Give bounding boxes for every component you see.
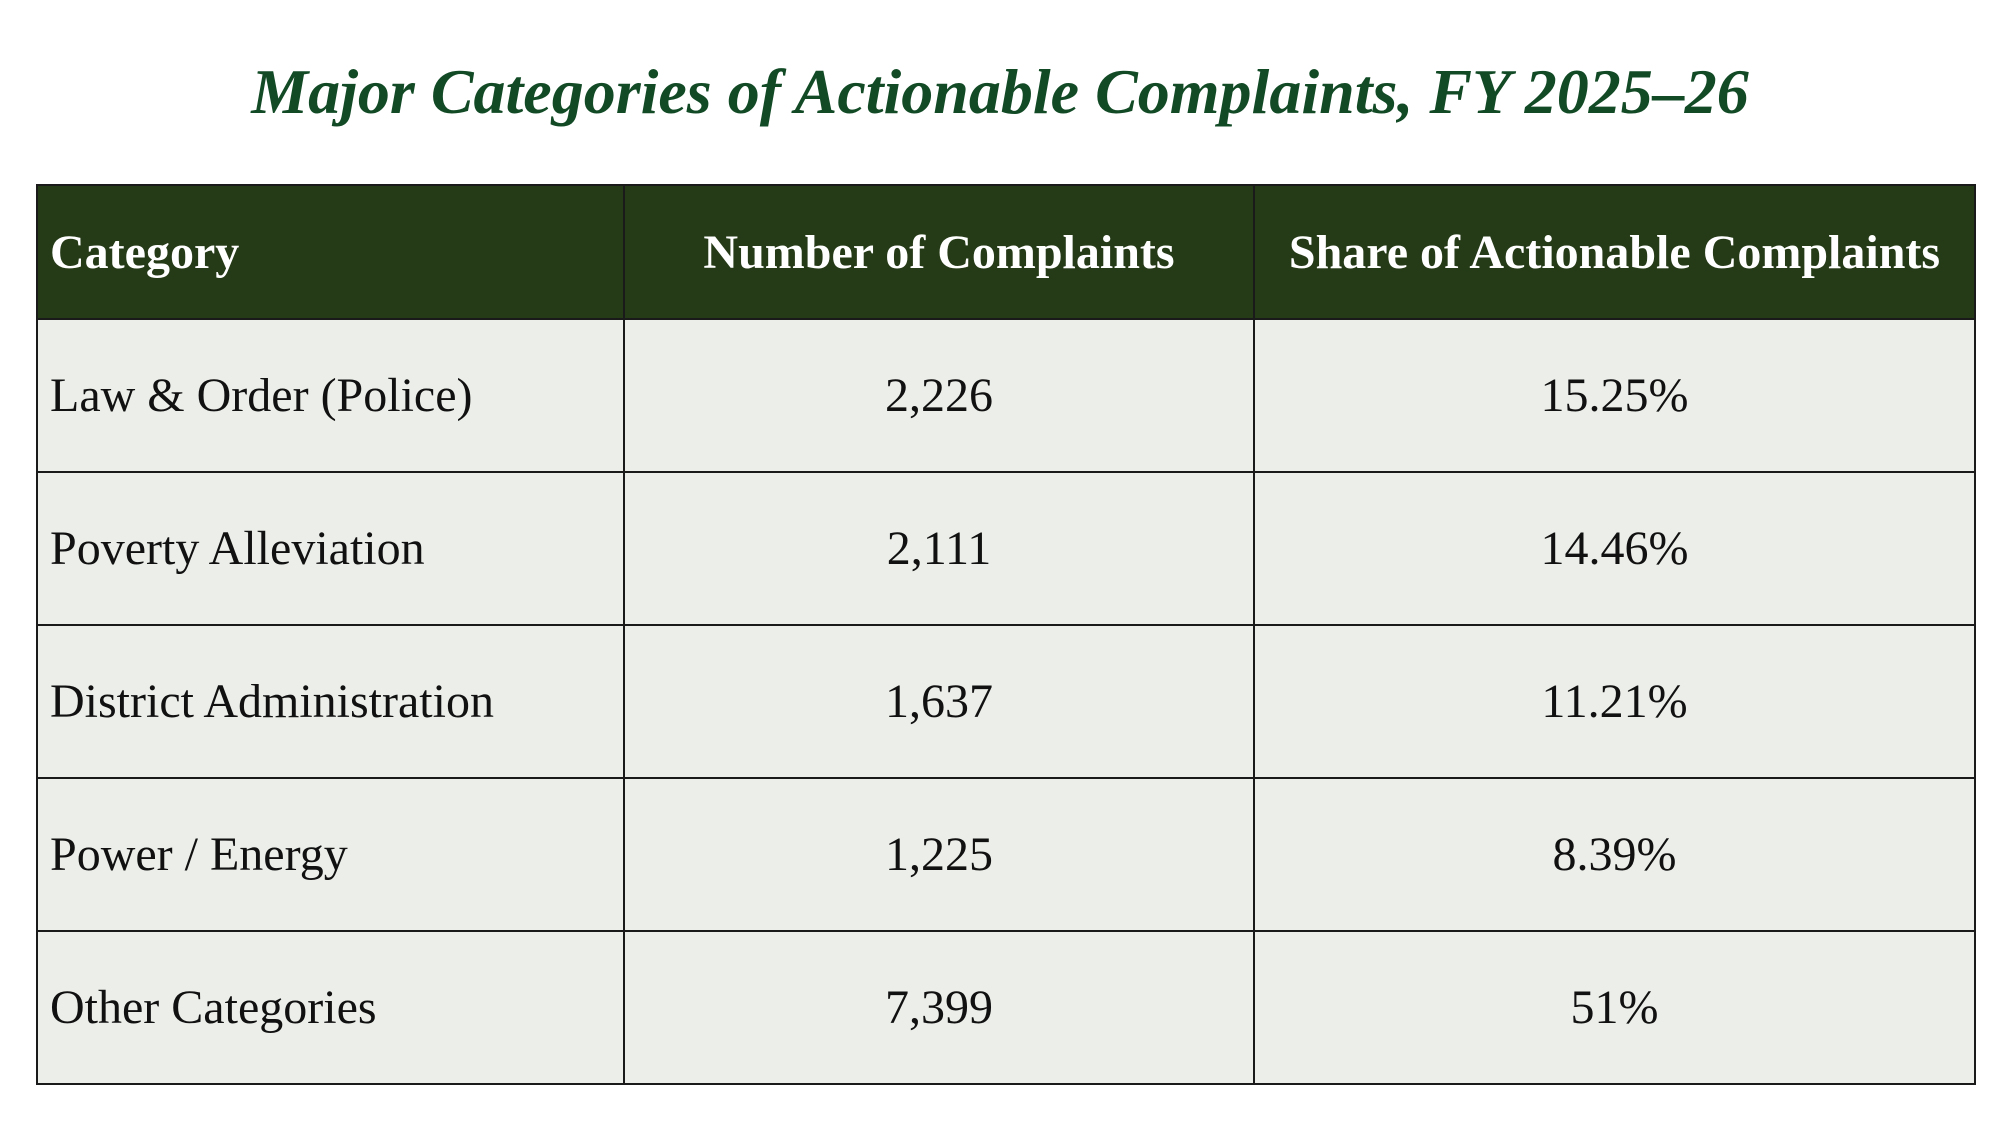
count-cell: 2,226 — [623, 318, 1255, 473]
category-cell: Power / Energy — [36, 777, 625, 932]
category-cell: Law & Order (Police) — [36, 318, 625, 473]
table-row: District Administration 1,637 11.21% — [36, 624, 1976, 779]
share-cell: 11.21% — [1253, 624, 1976, 779]
table-header-row: Category Number of Complaints Share of A… — [36, 184, 1976, 320]
share-cell: 15.25% — [1253, 318, 1976, 473]
table-row: Law & Order (Police) 2,226 15.25% — [36, 318, 1976, 473]
category-cell: Other Categories — [36, 930, 625, 1085]
count-cell: 7,399 — [623, 930, 1255, 1085]
table-row: Power / Energy 1,225 8.39% — [36, 777, 1976, 932]
count-cell: 1,637 — [623, 624, 1255, 779]
share-cell: 14.46% — [1253, 471, 1976, 626]
share-cell: 51% — [1253, 930, 1976, 1085]
count-cell: 2,111 — [623, 471, 1255, 626]
table-row: Poverty Alleviation 2,111 14.46% — [36, 471, 1976, 626]
category-cell: District Administration — [36, 624, 625, 779]
category-cell: Poverty Alleviation — [36, 471, 625, 626]
column-header-share: Share of Actionable Complaints — [1253, 184, 1976, 320]
column-header-number: Number of Complaints — [623, 184, 1255, 320]
complaints-table: Category Number of Complaints Share of A… — [36, 184, 1976, 1085]
column-header-category: Category — [36, 184, 625, 320]
table-row: Other Categories 7,399 51% — [36, 930, 1976, 1085]
chart-title: Major Categories of Actionable Complaint… — [251, 56, 1749, 127]
share-cell: 8.39% — [1253, 777, 1976, 932]
count-cell: 1,225 — [623, 777, 1255, 932]
